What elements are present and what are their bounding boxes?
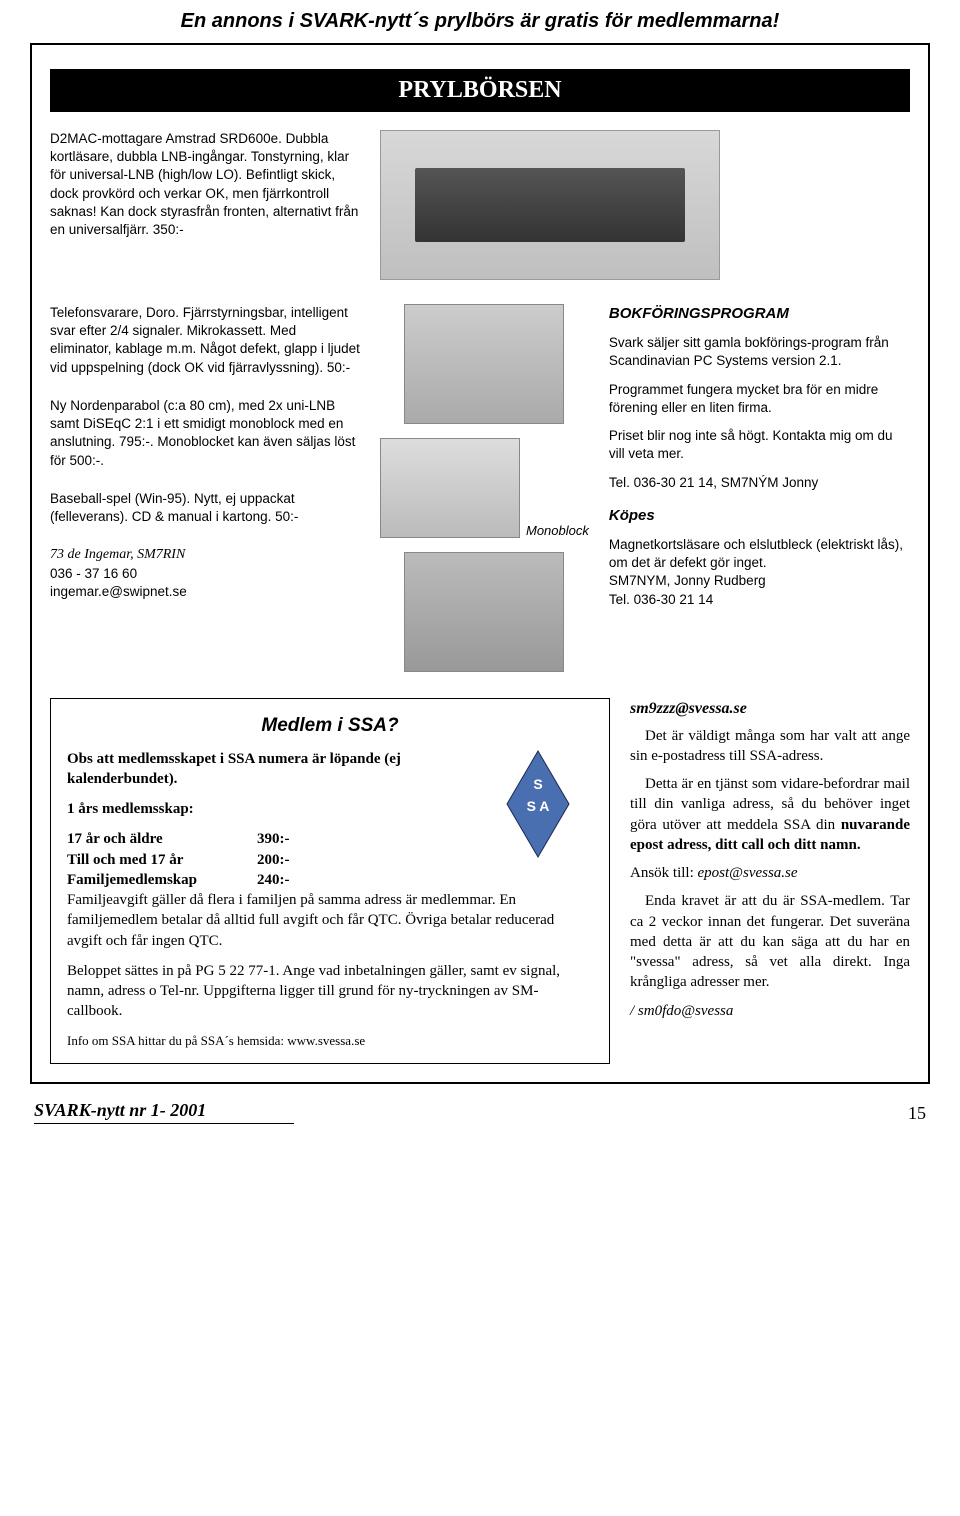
page-footer: SVARK-nytt nr 1- 2001 15	[30, 1100, 930, 1124]
ssa-p3: Beloppet sättes in på PG 5 22 77-1. Ange…	[67, 961, 593, 1022]
bokforing-p1: Svark säljer sitt gamla bokförings-progr…	[609, 334, 910, 370]
game-photo	[404, 552, 564, 672]
ssa-url: Info om SSA hittar du på SSA´s hemsida: …	[67, 1032, 593, 1050]
svg-text:S A: S A	[527, 798, 550, 814]
svessa-head: sm9zzz@svessa.se	[630, 698, 910, 720]
listing-d2mac: D2MAC-mottagare Amstrad SRD600e. Dubbla …	[50, 130, 360, 239]
bokforing-tel: Tel. 036-30 21 14, SM7NÝM Jonny	[609, 474, 910, 492]
bokforing-p3: Priset blir nog inte så högt. Kontakta m…	[609, 427, 910, 463]
footer-issue: SVARK-nytt nr 1- 2001	[34, 1100, 294, 1124]
content-frame: PRYLBÖRSEN D2MAC-mottagare Amstrad SRD60…	[30, 43, 930, 1084]
ssa-price-row-1: 17 år och äldre390:-	[67, 829, 469, 849]
monoblock-photo	[380, 438, 520, 538]
ssa-logo: S S A	[503, 749, 573, 859]
bokforing-p2: Programmet fungera mycket bra för en mid…	[609, 381, 910, 417]
seller-sig-email: ingemar.e@swipnet.se	[50, 583, 360, 601]
listing-baseball: Baseball-spel (Win-95). Nytt, ej uppacka…	[50, 490, 360, 526]
seller-sig-phone: 036 - 37 16 60	[50, 565, 360, 583]
svessa-column: sm9zzz@svessa.se Det är väldigt många so…	[630, 698, 910, 1064]
section-banner: PRYLBÖRSEN	[50, 69, 910, 112]
phone-photo	[404, 304, 564, 424]
svessa-p1: Det är väldigt många som har valt att an…	[630, 726, 910, 767]
listing-phone: Telefonsvarare, Doro. Fjärrstyrningsbar,…	[50, 304, 360, 377]
ssa-intro: Obs att medlemsskapet i SSA numera är lö…	[67, 749, 469, 790]
ssa-price-row-2: Till och med 17 år200:-	[67, 850, 469, 870]
kopes-tel: Tel. 036-30 21 14	[609, 591, 910, 609]
seller-sig-name: 73 de Ingemar, SM7RIN	[50, 546, 360, 565]
monoblock-caption: Monoblock	[526, 523, 589, 538]
receiver-photo	[380, 130, 720, 280]
kopes-text: Magnetkortsläsare och elslutbleck (elekt…	[609, 536, 910, 572]
footer-page-number: 15	[908, 1103, 926, 1124]
ssa-box: Medlem i SSA? Obs att medlemsskapet i SS…	[50, 698, 610, 1064]
ssa-title: Medlem i SSA?	[67, 713, 593, 739]
listing-parabol: Ny Nordenparabol (c:a 80 cm), med 2x uni…	[50, 397, 360, 470]
ssa-price-row-3: Familjemedlemskap240:-	[67, 870, 469, 890]
svg-text:S: S	[533, 776, 542, 792]
svessa-apply: Ansök till: epost@svessa.se	[630, 863, 910, 883]
svessa-sig: / sm0fdo@svessa	[630, 1001, 910, 1021]
ssa-year: 1 års medlemsskap:	[67, 799, 469, 819]
svessa-p3: Enda kravet är att du är SSA-medlem. Tar…	[630, 891, 910, 992]
ssa-p2: Familjeavgift gäller då flera i familjen…	[67, 890, 593, 951]
svessa-p2: Detta är en tjänst som vidare-befordrar …	[630, 774, 910, 855]
page-header: En annons i SVARK-nytt´s prylbörs är gra…	[30, 10, 930, 33]
kopes-sig: SM7NYM, Jonny Rudberg	[609, 572, 910, 590]
bokforing-title: BOKFÖRINGSPROGRAM	[609, 304, 910, 324]
kopes-title: Köpes	[609, 506, 910, 526]
